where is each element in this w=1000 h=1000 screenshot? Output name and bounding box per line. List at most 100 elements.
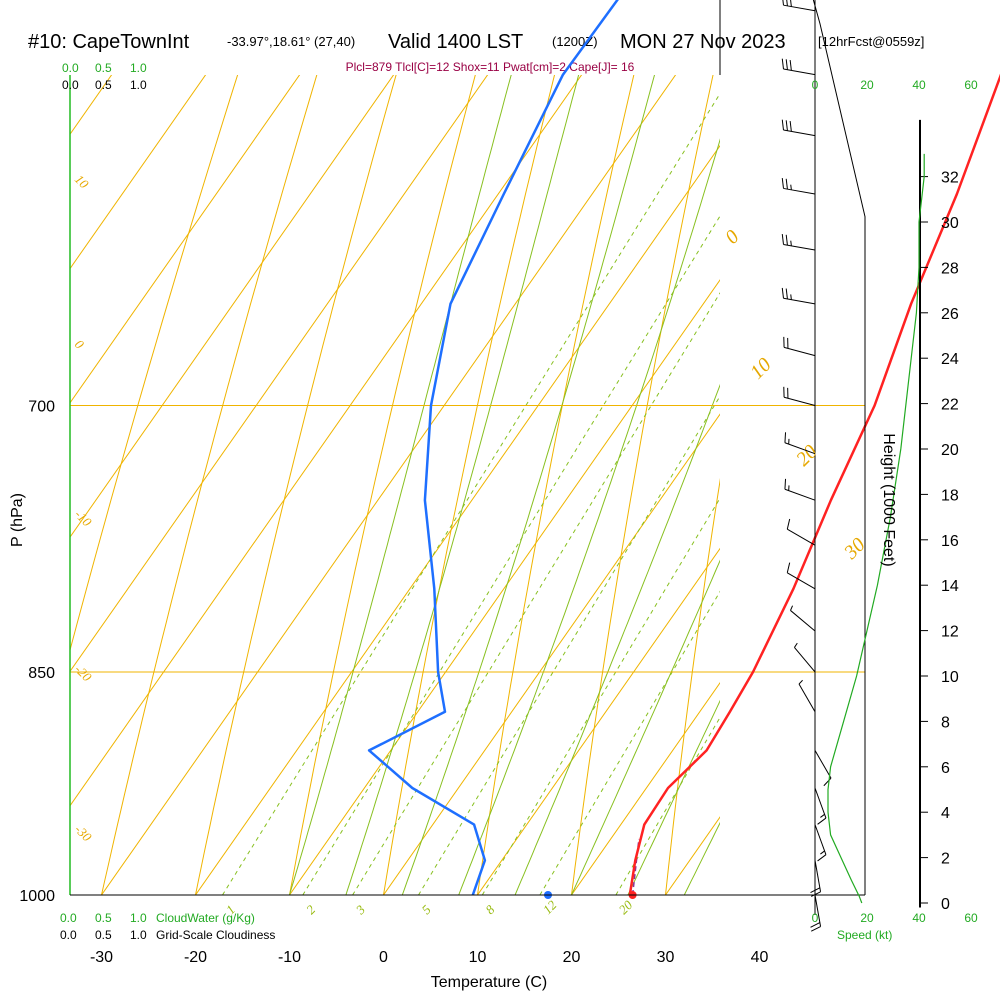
dry-adiabat-line xyxy=(476,75,635,895)
wind-barb-staff xyxy=(783,243,816,251)
moist-adiabat-line xyxy=(289,75,512,895)
speed-tick-label-top: 20 xyxy=(860,78,874,92)
dry-adiabat-line xyxy=(382,75,556,895)
parcel-path xyxy=(631,838,640,896)
mixing-ratio-label: 5 xyxy=(418,902,434,918)
isotherm-label: 10 xyxy=(746,354,776,384)
left-edge-label: -10 xyxy=(72,507,95,530)
height-tick-label: 10 xyxy=(941,669,959,686)
wind-barb xyxy=(783,386,816,407)
wind-barb-half-feather xyxy=(820,813,825,818)
isotherm-line xyxy=(713,0,1000,962)
dry-adiabat-line xyxy=(288,75,476,895)
x-tick-label: -30 xyxy=(90,949,113,966)
height-tick-label: 4 xyxy=(941,805,950,822)
dry-adiabat-line xyxy=(194,75,397,895)
moist-adiabat-line xyxy=(741,0,1000,895)
wind-barb-feather xyxy=(781,234,784,245)
wind-barb xyxy=(814,750,832,787)
dry-adiabat-line xyxy=(849,0,1000,962)
dry-adiabat-line xyxy=(100,75,318,895)
wind-barb-feather xyxy=(784,478,787,490)
wind-barb xyxy=(782,0,816,12)
wind-barb-feather xyxy=(811,891,821,897)
wind-barb-feather xyxy=(785,288,788,300)
p-tick-label: 1000 xyxy=(19,888,55,905)
isotherm-line xyxy=(70,75,301,404)
cloud-top-black-2: 1.0 xyxy=(130,78,147,92)
isotherm-line xyxy=(0,0,802,962)
wind-barb xyxy=(783,336,816,357)
wind-barb-feather xyxy=(810,922,821,928)
wind-barb-feather xyxy=(781,178,784,189)
forecast-info: [12hrFcst@0559z] xyxy=(818,34,924,49)
moist-adiabat-line xyxy=(345,75,580,895)
isotherm-line xyxy=(70,75,583,807)
height-tick-label: 26 xyxy=(941,306,959,323)
left-edge-label: -30 xyxy=(72,822,95,845)
wind-barb-feather xyxy=(789,120,792,132)
height-tick-label: 12 xyxy=(941,624,959,641)
wind-barb xyxy=(784,478,816,501)
wind-barb-half-feather xyxy=(820,850,825,855)
height-tick-label: 20 xyxy=(941,442,959,459)
wind-barb xyxy=(781,234,816,251)
wind-barb-staff xyxy=(783,4,816,12)
wind-barb-staff xyxy=(814,894,822,927)
isotherm-label: 0 xyxy=(721,226,744,249)
isotherm-line xyxy=(382,413,720,895)
wind-barb-staff xyxy=(787,528,816,546)
left-edge-label: 10 xyxy=(72,172,92,192)
isotherm-line xyxy=(476,547,720,895)
wind-barb-staff xyxy=(787,572,816,590)
station-coords: -33.97°,18.61° (27,40) xyxy=(227,34,355,49)
left-edge-label: -20 xyxy=(72,662,95,685)
wind-barb-feather xyxy=(817,854,827,862)
wind-barb-feather xyxy=(785,120,788,131)
y-axis-label: P (hPa) xyxy=(9,493,26,547)
x-tick-label: 20 xyxy=(563,949,581,966)
height-axis-label: Height (1000 Feet) xyxy=(880,433,897,566)
height-tick-label: 6 xyxy=(941,760,950,777)
cloud-water-label: CloudWater (g/Kg) xyxy=(156,911,255,925)
cloud-top-black-0: 0.0 xyxy=(62,78,79,92)
p-tick-label: 700 xyxy=(28,399,55,416)
wind-barb-staff xyxy=(814,750,832,779)
mixing-ratio-label: 3 xyxy=(352,902,368,918)
mixing-ratio-line xyxy=(222,92,720,895)
cloud-bottom-green-1: 0.5 xyxy=(95,911,112,925)
wind-barb xyxy=(784,432,816,455)
cloud-top-green-1: 0.5 xyxy=(95,61,112,75)
wind-barb-feather xyxy=(786,518,791,530)
moist-adiabat-line xyxy=(401,75,656,895)
dry-adiabat-line xyxy=(70,75,239,653)
background-lines xyxy=(0,0,1000,962)
wind-barb-staff xyxy=(783,396,816,407)
wind-barb-staff xyxy=(814,787,827,819)
x-tick-label: 10 xyxy=(469,949,487,966)
speed-tick-label-top: 40 xyxy=(912,78,926,92)
wind-barb-feather xyxy=(781,287,784,299)
dry-adiabat-line xyxy=(754,0,1000,962)
wind-barb-half-feather xyxy=(790,240,792,246)
wind-barb-feather xyxy=(786,0,788,6)
wind-barb xyxy=(810,894,822,932)
speed-tick-label-bottom: 20 xyxy=(860,911,874,925)
height-tick-label: 30 xyxy=(941,215,959,232)
dry-adiabat-line xyxy=(664,477,720,895)
wind-barb xyxy=(786,562,816,590)
wind-speed-curve xyxy=(827,153,925,904)
cloud-top-green-2: 1.0 xyxy=(130,61,147,75)
mixing-ratio-label: 2 xyxy=(303,902,319,918)
wind-barb-feather xyxy=(785,178,788,190)
isotherm-label: 20 xyxy=(792,441,822,471)
left-edge-label: 0 xyxy=(72,337,88,353)
wind-barb xyxy=(781,178,816,195)
height-tick-label: 32 xyxy=(941,170,959,187)
cloud-bottom-green-2: 1.0 xyxy=(130,911,147,925)
wind-barb xyxy=(810,860,822,897)
wind-barb-staff xyxy=(814,860,822,892)
mixing-ratio-line xyxy=(352,292,720,895)
